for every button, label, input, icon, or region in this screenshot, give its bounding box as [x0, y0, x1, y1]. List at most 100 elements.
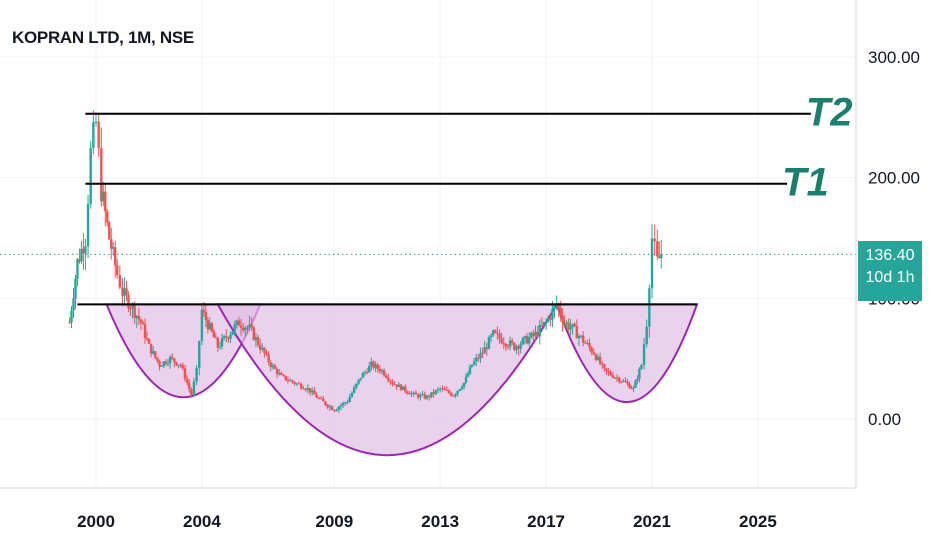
candle-body	[423, 394, 426, 399]
candle-body	[557, 304, 560, 309]
candle-body	[254, 337, 258, 340]
candle-body	[282, 374, 285, 376]
candle-body	[380, 370, 384, 372]
candle-body	[328, 406, 332, 408]
candle-body	[304, 389, 307, 391]
candle-body	[127, 294, 130, 309]
candle-body	[632, 387, 635, 389]
candle-body	[280, 372, 283, 375]
candle-body	[123, 288, 126, 296]
axes: 300.00200.00100.000.00200020042009201320…	[0, 0, 920, 531]
candle-body	[372, 361, 375, 368]
candle-body	[551, 308, 554, 320]
candle-body	[416, 394, 420, 398]
time-tick-label: 2017	[527, 512, 565, 531]
candle-body	[299, 384, 303, 389]
candle-body	[273, 365, 277, 369]
candle-body	[350, 392, 354, 398]
candle-body	[650, 238, 654, 289]
candle-body	[419, 394, 422, 398]
candle-body	[143, 324, 147, 339]
bar-countdown: 10d 1h	[865, 269, 915, 286]
candle-body	[324, 401, 327, 405]
candle-body	[399, 384, 403, 390]
candle-body	[190, 389, 193, 396]
candle-body	[626, 382, 629, 384]
candle-body	[393, 384, 396, 386]
price-tick-label: 200.00	[868, 169, 920, 188]
candle-body	[129, 308, 132, 310]
candle-body	[421, 394, 424, 396]
candle-body	[344, 402, 347, 404]
candle-body	[252, 327, 255, 340]
candle-body	[200, 309, 204, 342]
candle-body	[515, 346, 518, 350]
candle-body	[192, 381, 196, 396]
candle-body	[617, 377, 621, 382]
candle-body	[147, 339, 151, 344]
candle-body	[368, 365, 371, 373]
candle-body	[106, 211, 109, 223]
candle-body	[387, 377, 390, 381]
candle-body	[341, 402, 345, 406]
candle-body	[78, 259, 81, 262]
candle-body	[355, 383, 358, 388]
candle-body	[348, 397, 351, 403]
candle-body	[458, 389, 461, 391]
candle-body	[487, 337, 491, 349]
candle-body	[519, 344, 522, 349]
candle-body	[158, 361, 161, 367]
candle-body	[231, 331, 234, 335]
candle-body	[261, 347, 264, 350]
candle-body	[363, 371, 367, 374]
candle-body	[483, 347, 486, 354]
candle-body	[464, 376, 468, 383]
candle-body	[204, 311, 208, 321]
candle-body	[326, 404, 329, 408]
candle-body	[491, 330, 495, 336]
candle-body	[613, 377, 617, 379]
candle-body	[227, 337, 230, 339]
candle-body	[250, 324, 253, 328]
last-price-badge[interactable]: 136.40 10d 1h	[858, 241, 922, 301]
candle-body	[269, 362, 272, 368]
candle-body	[97, 121, 100, 148]
candle-body	[656, 241, 659, 257]
candle-body	[162, 361, 165, 366]
candle-body	[521, 338, 524, 345]
candle-body	[246, 327, 249, 329]
candle-body	[322, 398, 325, 402]
candle-body	[611, 375, 615, 378]
candle-body	[313, 390, 316, 395]
candle-body	[308, 388, 312, 393]
candle-body	[135, 315, 138, 318]
candle-body	[164, 361, 168, 364]
candle-body	[494, 330, 497, 333]
candle-body	[195, 367, 198, 382]
candle-body	[361, 373, 365, 378]
candle-body	[198, 341, 201, 368]
candle-body	[425, 395, 429, 399]
candle-body	[177, 364, 180, 366]
candle-body	[317, 397, 321, 399]
candle-body	[384, 375, 388, 378]
candle-body	[330, 406, 334, 410]
candle-body	[89, 148, 92, 205]
candle-body	[412, 392, 415, 394]
candle-body	[553, 305, 556, 309]
candle-body	[592, 352, 595, 355]
time-tick-label: 2009	[315, 512, 353, 531]
candle-body	[302, 388, 305, 390]
candle-body	[391, 381, 394, 385]
candle-body	[408, 393, 411, 395]
candle-body	[265, 353, 268, 355]
candle-body	[80, 248, 83, 262]
candle-body	[171, 356, 174, 359]
candle-body	[225, 336, 228, 338]
candle-body	[544, 321, 548, 323]
candle-body	[636, 378, 639, 381]
time-tick-label: 2013	[421, 512, 459, 531]
candle-body	[479, 353, 482, 359]
candle-body	[588, 343, 591, 348]
